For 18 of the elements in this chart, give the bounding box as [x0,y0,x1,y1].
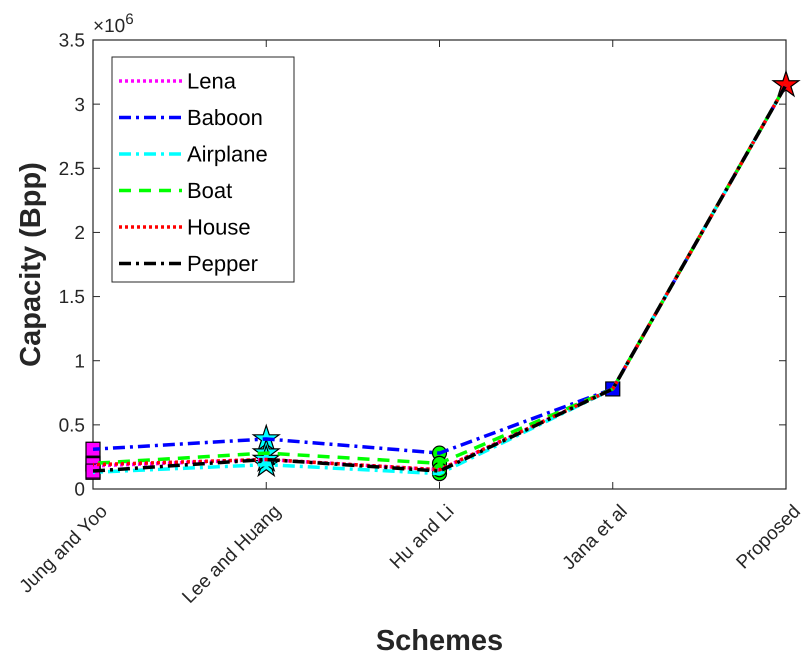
y-tick-label: 0.5 [58,416,85,437]
y-tick-label: 3 [74,94,85,116]
text: ×10$^{6}$ [93,10,134,37]
legend-label: Pepper [187,251,258,276]
y-tick-label: 2 [74,223,85,244]
x-tick-label: Hu and Li [386,501,458,574]
legend-label: Boat [187,178,232,204]
x-axis-title: Schemes [376,625,504,655]
y-axis-title: Capacity (Bpp) [15,162,47,367]
legend-label: Lena [187,68,237,94]
y-tick-label: 1 [74,351,85,372]
y-tick-label: 0 [74,480,85,501]
y-tick-label: 1.5 [58,287,85,308]
y-tick-label: 3.5 [58,30,85,52]
y-tick-label: 2.5 [58,158,85,180]
legend-label: House [187,214,251,240]
legend-label: Airplane [187,142,268,167]
legend-label: Baboon [187,105,263,130]
